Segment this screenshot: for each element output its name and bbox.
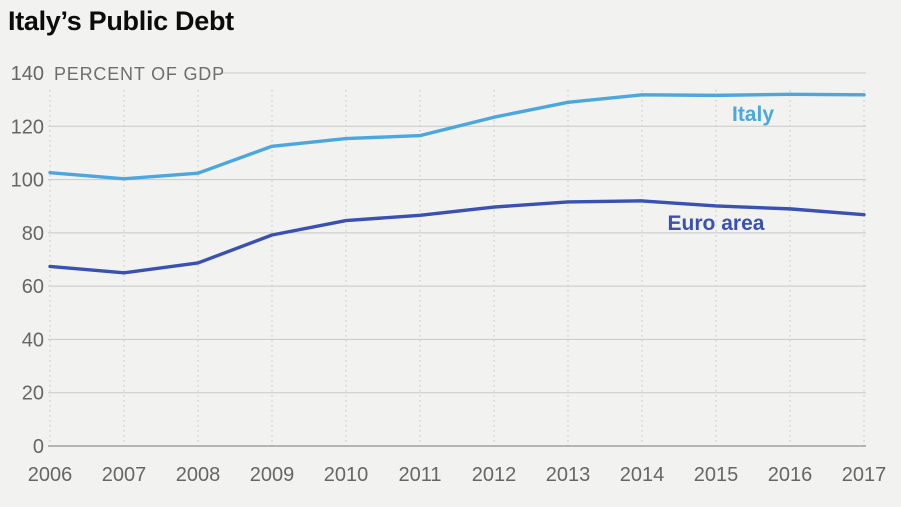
x-tick-label: 2011 <box>398 464 441 486</box>
x-tick-label: 2010 <box>324 464 369 486</box>
y-tick-label: 60 <box>22 276 44 298</box>
x-tick-label: 2014 <box>620 464 665 486</box>
x-tick-label: 2007 <box>102 464 147 486</box>
series-line-italy <box>48 92 866 181</box>
y-tick-label: 40 <box>22 329 44 351</box>
series-line-euro-area <box>48 199 866 275</box>
y-tick-label: 20 <box>22 383 44 405</box>
x-tick-label: 2017 <box>842 464 887 486</box>
y-tick-label: 120 <box>11 116 44 138</box>
y-axis-unit-label: PERCENT OF GDP <box>54 64 225 84</box>
x-tick-label: 2008 <box>176 464 221 486</box>
x-tick-label: 2006 <box>28 464 73 486</box>
x-tick-label: 2009 <box>250 464 295 486</box>
x-tick-label: 2016 <box>768 464 813 486</box>
chart-title: Italy’s Public Debt <box>8 6 234 36</box>
x-tick-label: 2013 <box>546 464 591 486</box>
x-tick-label: 2012 <box>472 464 517 486</box>
series-label-euro-area: Euro area <box>668 212 765 235</box>
series-label-italy: Italy <box>732 103 774 126</box>
y-tick-label: 100 <box>11 170 44 192</box>
y-tick-label: 80 <box>22 223 44 245</box>
y-tick-label: 140 <box>11 63 44 85</box>
y-tick-label: 0 <box>33 436 44 458</box>
x-tick-label: 2015 <box>694 464 739 486</box>
